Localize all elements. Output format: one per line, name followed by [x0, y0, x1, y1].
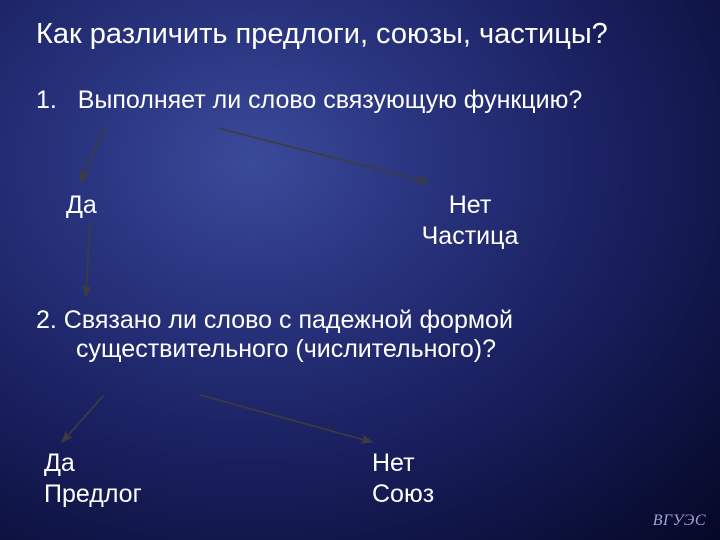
question-1: 1. Выполняет ли слово связующую функцию?: [36, 86, 582, 115]
q1-number: 1.: [36, 86, 57, 114]
slide-title: Как различить предлоги, союзы, частицы?: [36, 18, 694, 51]
answer1-no-label: Нет: [400, 190, 540, 221]
q1-text: Выполняет ли слово связующую функцию?: [78, 86, 583, 114]
answer2-yes-result: Предлог: [44, 479, 142, 510]
answer2-yes-label: Да: [44, 448, 142, 479]
answer2-no: Нет Союз: [372, 448, 434, 511]
answer1-no-result: Частица: [400, 221, 540, 252]
arrow-q1-yes: [80, 128, 105, 182]
q2-line1: 2. Связано ли слово с падежной формой: [36, 306, 513, 335]
arrow-q1-no: [218, 128, 428, 182]
answer1-no: Нет Частица: [400, 190, 540, 253]
answer2-yes: Да Предлог: [44, 448, 142, 511]
logo-text: ВГУЭС: [653, 512, 706, 530]
answer1-yes: Да: [66, 190, 97, 221]
answer2-no-result: Союз: [372, 479, 434, 510]
question-2: 2. Связано ли слово с падежной формой су…: [36, 306, 513, 364]
q2-line2: существительного (числительного)?: [36, 335, 513, 364]
answer2-no-label: Нет: [372, 448, 434, 479]
arrow-q2-yes: [62, 395, 104, 442]
arrow-yes-to-q2: [86, 222, 90, 296]
arrow-q2-no: [200, 395, 372, 442]
